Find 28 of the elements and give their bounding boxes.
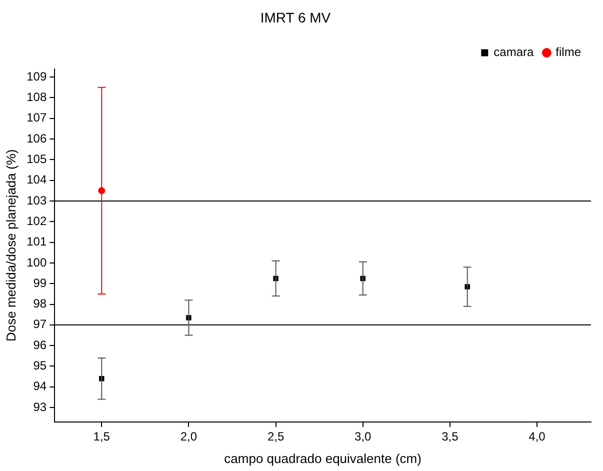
x-tick-label: 2,5 <box>267 430 284 444</box>
y-tick-label: 94 <box>33 379 47 394</box>
x-tick-label: 3,5 <box>442 430 459 444</box>
y-tick-label: 108 <box>26 90 47 104</box>
y-tick-label: 106 <box>26 131 47 146</box>
legend-label: camara <box>494 45 534 60</box>
y-tick-label: 104 <box>26 172 47 187</box>
x-tick-label: 1,5 <box>93 430 110 444</box>
x-tick-label: 4,0 <box>528 430 546 444</box>
y-tick-label: 100 <box>26 255 47 270</box>
legend-label: filme <box>556 45 582 60</box>
y-tick-label: 105 <box>26 152 47 166</box>
y-tick-label: 102 <box>26 214 47 228</box>
y-tick-label: 101 <box>26 234 47 249</box>
y-tick-label: 96 <box>33 338 47 352</box>
y-tick-label: 98 <box>33 296 47 311</box>
y-tick-label: 97 <box>33 317 47 332</box>
x-tick-label: 3,0 <box>354 430 372 444</box>
chart-title: IMRT 6 MV <box>260 9 332 26</box>
y-tick-label: 99 <box>33 276 47 290</box>
x-axis-title: campo quadrado equivalente (cm) <box>224 450 422 466</box>
y-tick-label: 95 <box>33 358 47 373</box>
y-tick-label: 109 <box>26 69 47 84</box>
x-tick-label: 2,0 <box>180 430 198 444</box>
y-tick-label: 103 <box>26 193 47 208</box>
y-tick-label: 107 <box>26 110 47 125</box>
y-axis-title: Dose medida/dose planejada (%) <box>3 149 18 342</box>
y-tick-label: 93 <box>33 400 47 414</box>
